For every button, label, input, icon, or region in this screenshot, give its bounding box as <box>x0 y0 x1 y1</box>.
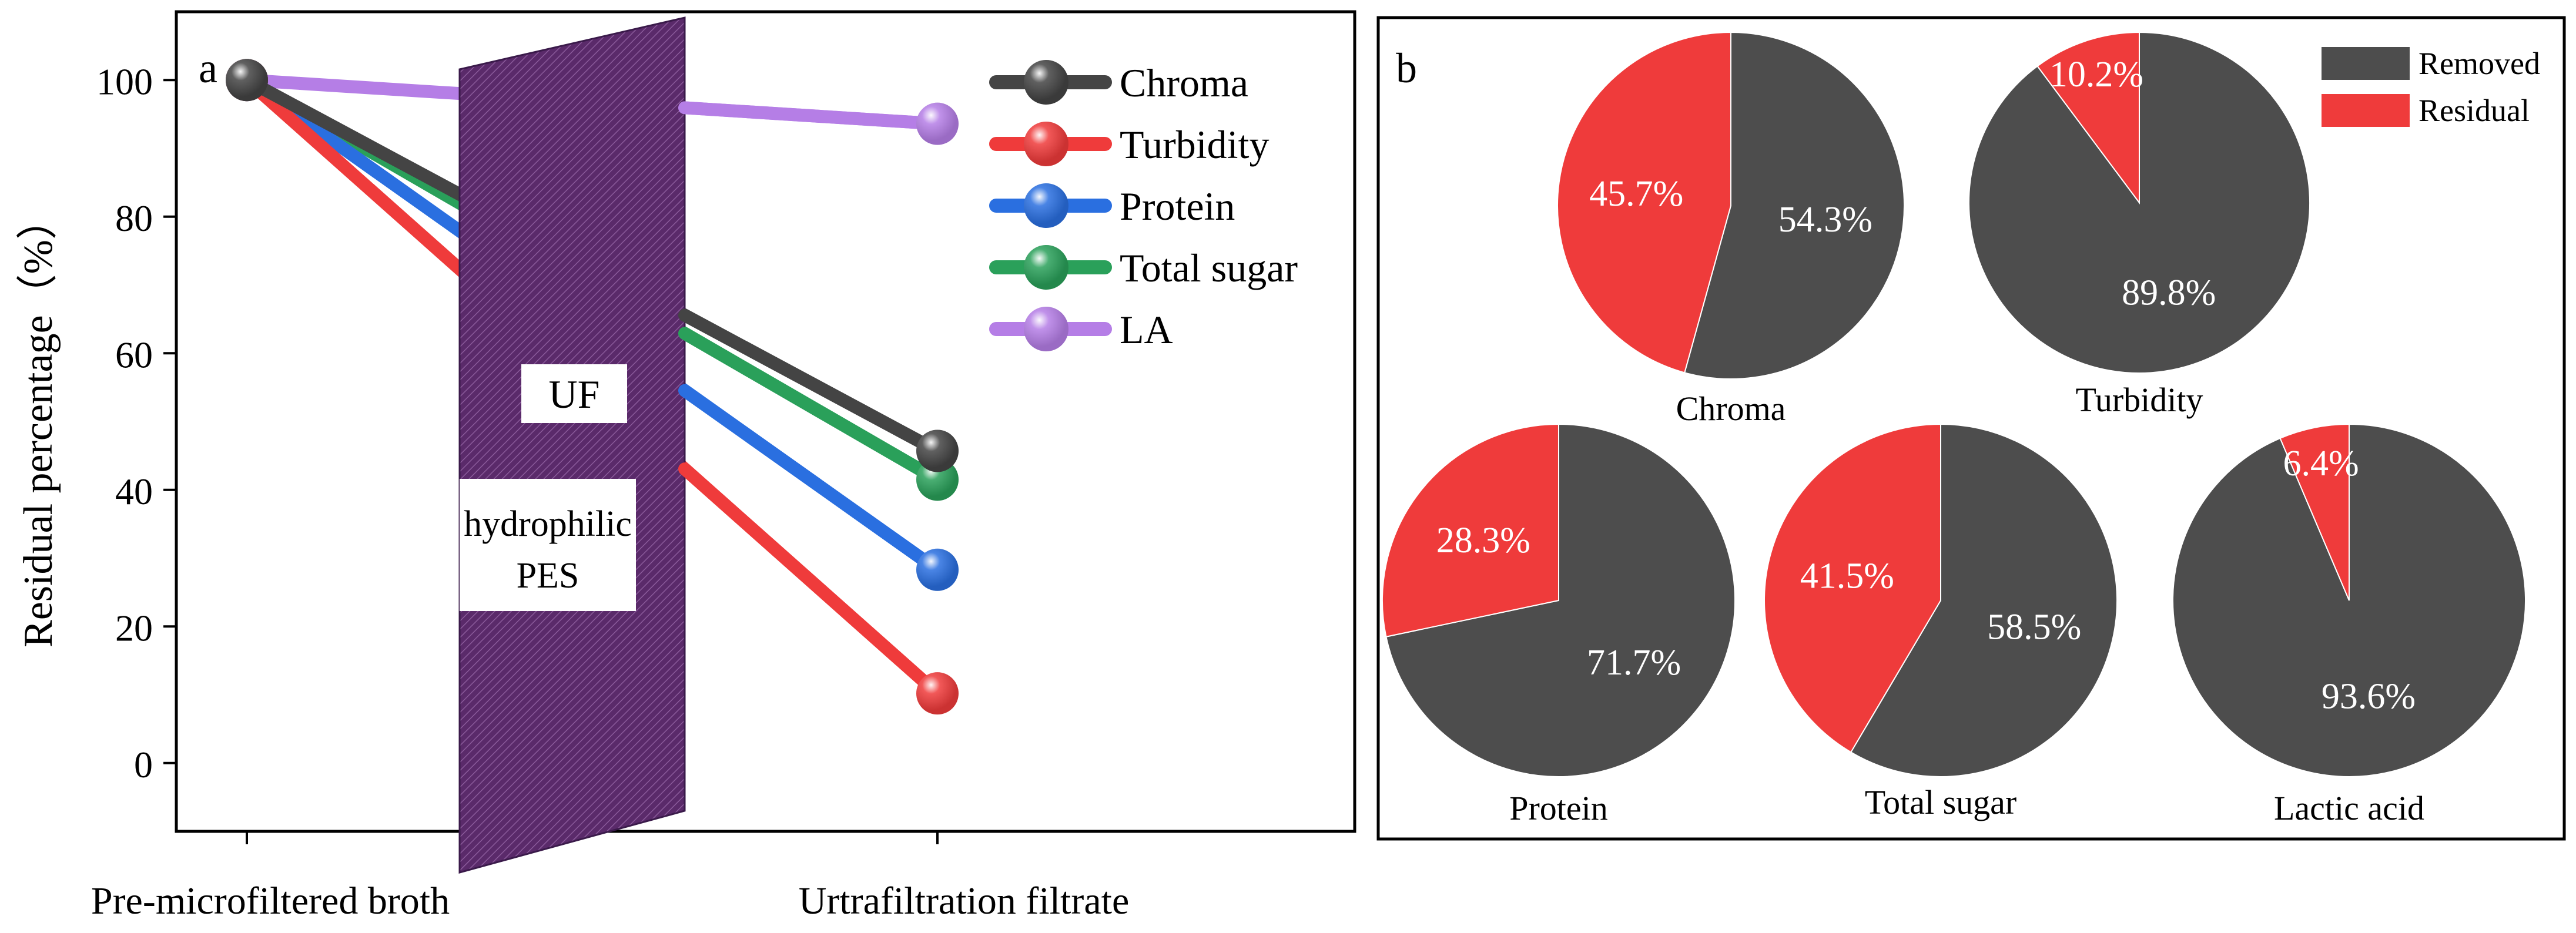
y-axis-label: Residual percentage（%） <box>16 199 61 647</box>
data-point-shine <box>916 102 959 145</box>
pie-label-residual: 41.5% <box>1800 556 1894 596</box>
panel-b-label: b <box>1396 45 1417 92</box>
x-tick-label: Urtrafiltration filtrate <box>799 880 1130 922</box>
series-line-visible-turbidity <box>678 462 944 700</box>
series-line-visible-la <box>678 101 944 130</box>
legend-label: Protein <box>1120 184 1235 229</box>
legend-marker-shine <box>1024 60 1068 105</box>
data-point-shine <box>916 429 959 472</box>
y-tick-label: 60 <box>115 334 153 375</box>
series-lines-after-membrane <box>678 101 959 715</box>
data-point-shine <box>916 672 959 715</box>
pie-slice-removed <box>1385 423 1736 777</box>
pie-title: Turbidity <box>2075 381 2203 419</box>
x-axis: Pre-microfiltered broth Urtrafiltration f… <box>91 831 1129 922</box>
y-tick-label: 20 <box>115 607 153 649</box>
y-tick-label: 100 <box>96 61 153 102</box>
pie-label-residual: 28.3% <box>1436 521 1530 561</box>
series-line-visible-total-sugar <box>678 327 944 486</box>
legend-marker-shine <box>1024 307 1068 351</box>
pie-slice-removed <box>1684 31 1905 380</box>
series-line-visible-protein <box>678 384 944 576</box>
membrane-material-label-2: PES <box>517 556 579 596</box>
x-tick-label: Pre-microfiltered broth <box>91 880 450 922</box>
membrane-uf-label: UF <box>549 372 600 417</box>
legend-label: LA <box>1120 307 1173 352</box>
panel-b-frame <box>1376 16 2566 841</box>
pie-title: Lactic acid <box>2274 789 2424 827</box>
panel-a-line-chart: a 0 20 40 60 80 100 Pre-microfiltered broth Ur… <box>16 10 1356 922</box>
pie-label-residual: 6.4% <box>2283 444 2359 484</box>
pie-label-removed: 54.3% <box>1778 200 1872 240</box>
pie-slice-removed <box>1850 423 2118 777</box>
pie-legend: Removed Residual <box>2322 46 2540 128</box>
data-point-shine <box>226 59 268 102</box>
pies: 54.3% 45.7% Chroma 89.8% 10.2% Turbidity 71.7%… <box>1382 31 2526 827</box>
pie-turbidity: 89.8% 10.2% Turbidity <box>1968 31 2310 419</box>
pie-label-removed: 71.7% <box>1587 643 1681 683</box>
legend-marker-shine <box>1024 183 1068 228</box>
pie-label-removed: 89.8% <box>2122 273 2216 313</box>
pie-lactic-acid: 93.6% 6.4% Lactic acid <box>2172 423 2526 827</box>
legend-marker-shine <box>1024 122 1068 166</box>
membrane-shape <box>458 16 686 874</box>
membrane-pes-box <box>460 479 636 611</box>
pie-slice-removed <box>1968 31 2310 374</box>
membrane-material-label: hydrophilic <box>464 504 632 544</box>
pie-label-residual: 45.7% <box>1589 174 1683 214</box>
y-tick-label: 80 <box>115 197 153 239</box>
legend-label: Turbidity <box>1120 122 1269 167</box>
pie-label-removed: 58.5% <box>1987 608 2081 647</box>
pie-slice-residual <box>2036 31 2140 205</box>
pie-label-removed: 93.6% <box>2322 677 2416 717</box>
pie-protein: 71.7% 28.3% Protein <box>1382 423 1736 827</box>
panel-a-frame <box>175 10 1356 833</box>
legend: Chroma Turbidity Protein Total sugar LA <box>989 60 1298 352</box>
pie-chroma: 54.3% 45.7% Chroma <box>1557 31 1905 428</box>
pie-slice-residual <box>2279 423 2350 601</box>
pie-total-sugar: 58.5% 41.5% Total sugar <box>1764 423 2118 821</box>
legend-label: Removed <box>2418 46 2540 81</box>
y-tick-label: 40 <box>115 471 153 512</box>
legend-label: Chroma <box>1120 61 1248 105</box>
legend-marker-shine <box>1024 245 1068 290</box>
pie-slice-residual <box>1382 423 1559 637</box>
panel-b-pie-charts: b 54.3% 45.7% Chroma 89.8% 10.2% Turbidity 71.… <box>1376 16 2566 841</box>
pie-title: Total sugar <box>1865 783 2016 821</box>
y-axis: 0 20 40 60 80 100 <box>96 61 176 786</box>
pie-title: Chroma <box>1676 390 1786 428</box>
membrane-uf-box <box>521 364 627 423</box>
panel-a-label: a <box>199 45 217 92</box>
uf-membrane: UF hydrophilic PES <box>458 16 686 874</box>
y-tick-label: 0 <box>134 744 153 786</box>
legend-label: Residual <box>2418 93 2530 128</box>
series-line-visible-chroma <box>678 308 944 458</box>
pie-label-residual: 10.2% <box>2049 55 2143 95</box>
pie-title: Protein <box>1509 789 1608 827</box>
pie-slice-residual <box>1557 31 1731 374</box>
legend-label: Total sugar <box>1120 246 1298 290</box>
pie-slice-residual <box>1764 423 1941 753</box>
legend-swatch <box>2322 47 2410 80</box>
legend-swatch <box>2322 94 2410 127</box>
data-point-shine <box>916 548 959 591</box>
